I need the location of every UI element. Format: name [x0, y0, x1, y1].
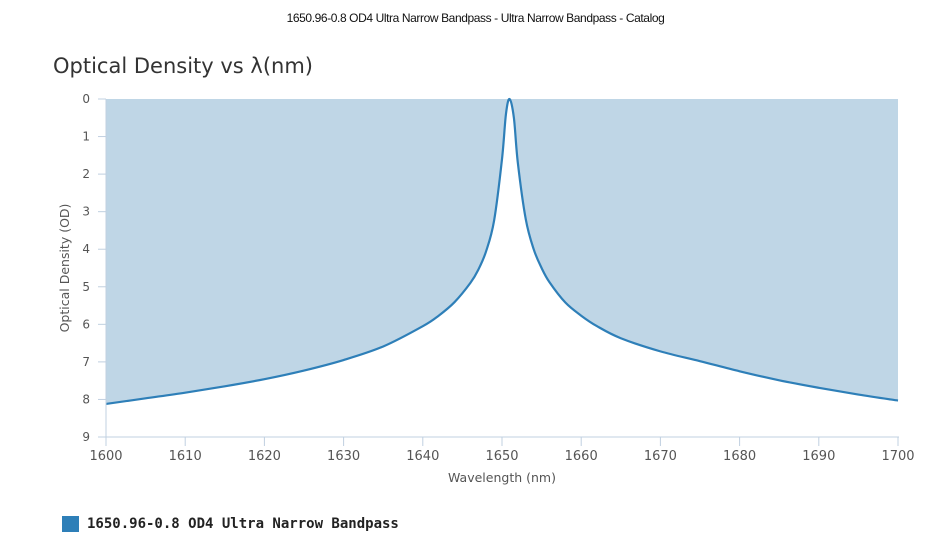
x-tick-label: 1620 — [248, 449, 281, 464]
y-tick-label: 1 — [82, 130, 90, 144]
x-tick-label: 1610 — [169, 449, 202, 464]
y-tick-label: 8 — [82, 392, 90, 406]
x-tick-label: 1680 — [723, 449, 756, 464]
x-tick-label: 1660 — [565, 449, 598, 464]
x-tick-label: 1690 — [802, 449, 835, 464]
series-line — [105, 97, 899, 406]
y-tick-label: 7 — [82, 355, 90, 369]
legend-label: 1650.96-0.8 OD4 Ultra Narrow Bandpass — [87, 516, 399, 532]
x-tick-label: 1650 — [485, 449, 518, 464]
document-title: 1650.96-0.8 OD4 Ultra Narrow Bandpass - … — [286, 11, 665, 25]
y-tick-label: 5 — [82, 280, 90, 294]
y-tick-label: 2 — [82, 167, 90, 181]
x-tick-label: 1670 — [644, 449, 677, 464]
y-tick-label: 4 — [82, 242, 90, 256]
x-tick-label: 1600 — [89, 449, 122, 464]
x-tick-label: 1700 — [881, 449, 914, 464]
x-tick-label: 1640 — [406, 449, 439, 464]
legend-swatch — [62, 516, 79, 532]
y-tick-label: 3 — [82, 205, 90, 219]
y-tick-label: 0 — [82, 92, 90, 106]
legend[interactable]: 1650.96-0.8 OD4 Ultra Narrow Bandpass — [62, 516, 399, 532]
y-axis-label: Optical Density (OD) — [57, 204, 72, 333]
chart-title: Optical Density vs λ(nm) — [53, 54, 313, 78]
y-tick-label: 9 — [82, 430, 90, 444]
x-axis-label: Wavelength (nm) — [448, 470, 556, 485]
series-area — [106, 98, 898, 404]
x-tick-label: 1630 — [327, 449, 360, 464]
y-tick-label: 6 — [82, 317, 90, 331]
